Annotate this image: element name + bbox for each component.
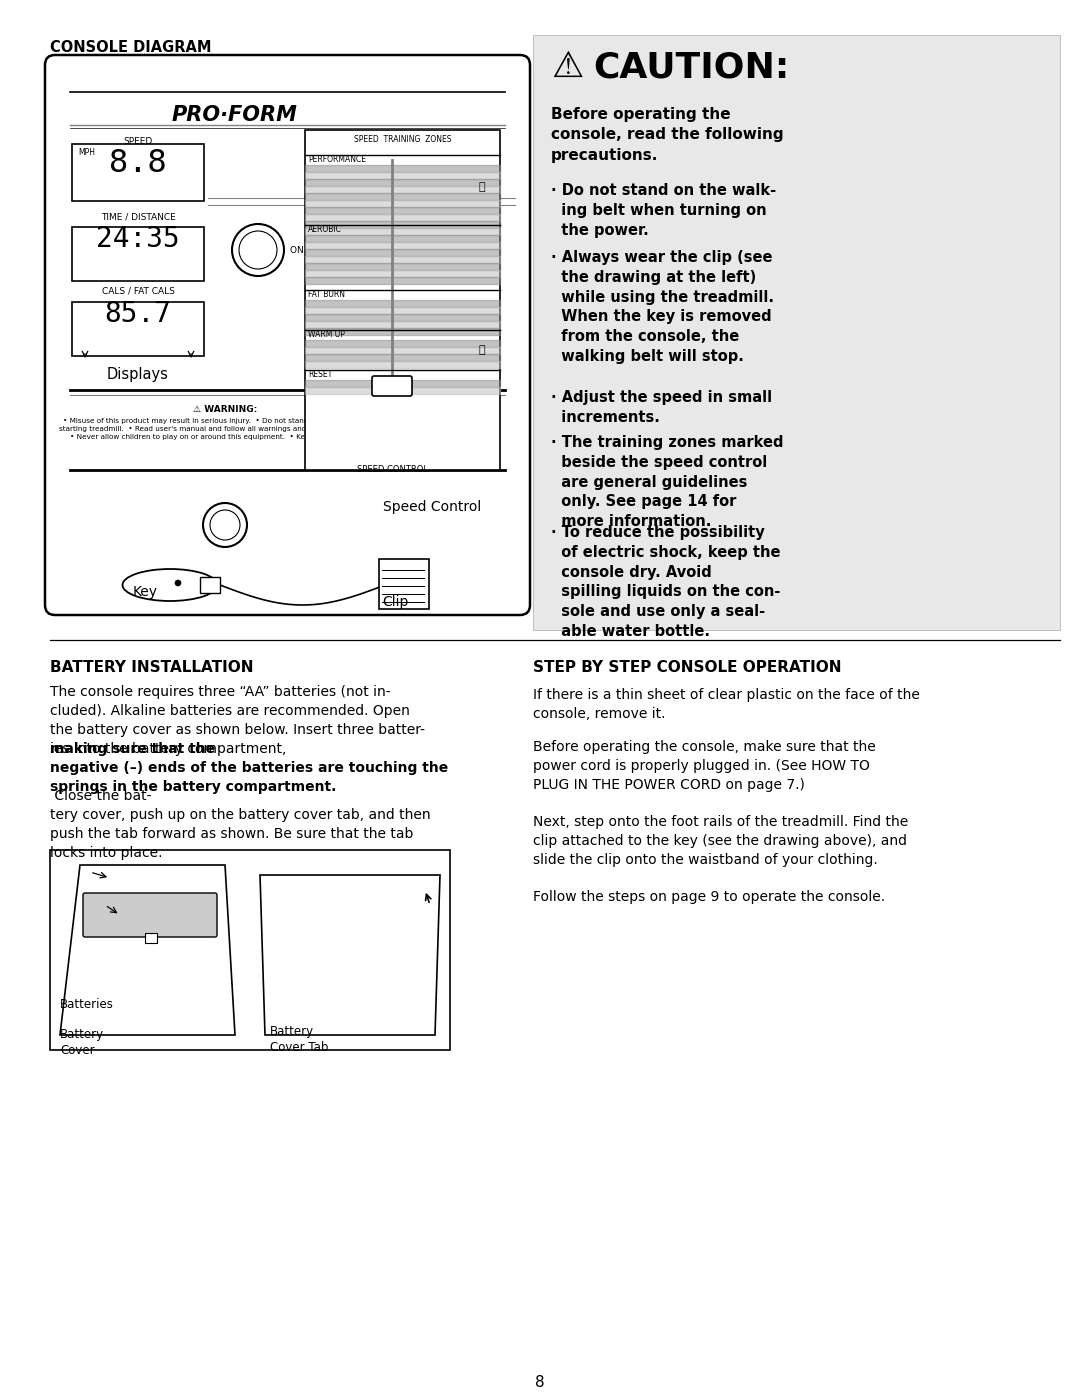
Text: 8.8: 8.8: [109, 148, 167, 179]
FancyBboxPatch shape: [200, 577, 220, 592]
Text: SPEED CONTROL: SPEED CONTROL: [357, 465, 428, 474]
Text: ON / RESET: ON / RESET: [291, 246, 341, 254]
Text: Close the bat-
tery cover, push up on the battery cover tab, and then
push the t: Close the bat- tery cover, push up on th…: [50, 789, 431, 859]
Text: TIME / DISTANCE: TIME / DISTANCE: [100, 212, 175, 222]
Text: ⚠: ⚠: [551, 50, 583, 84]
Text: CALS / FAT CALS: CALS / FAT CALS: [102, 286, 175, 296]
FancyBboxPatch shape: [45, 54, 530, 615]
FancyBboxPatch shape: [50, 849, 450, 1051]
Text: WARM UP: WARM UP: [308, 330, 345, 339]
Text: RESET: RESET: [308, 370, 333, 379]
Text: Batteries: Batteries: [60, 997, 113, 1011]
Text: Battery
Cover: Battery Cover: [60, 1028, 104, 1058]
Text: Battery
Cover Tab: Battery Cover Tab: [270, 1025, 328, 1053]
Text: Key: Key: [133, 585, 158, 599]
Circle shape: [175, 580, 181, 585]
Text: CAUTION:: CAUTION:: [593, 50, 789, 84]
Text: Next, step onto the foot rails of the treadmill. Find the
clip attached to the k: Next, step onto the foot rails of the tr…: [534, 814, 908, 868]
Text: 🐢: 🐢: [478, 182, 485, 191]
Text: Before operating the console, make sure that the
power cord is properly plugged : Before operating the console, make sure …: [534, 740, 876, 792]
FancyBboxPatch shape: [534, 35, 1059, 630]
Text: FAT BURN: FAT BURN: [308, 291, 345, 299]
Text: STEP BY STEP CONSOLE OPERATION: STEP BY STEP CONSOLE OPERATION: [534, 659, 841, 675]
Text: BATTERY INSTALLATION: BATTERY INSTALLATION: [50, 659, 254, 675]
Text: · To reduce the possibility
  of electric shock, keep the
  console dry. Avoid
 : · To reduce the possibility of electric …: [551, 525, 781, 638]
Text: MPH: MPH: [78, 148, 95, 156]
Text: making sure that the
negative (–) ends of the batteries are touching the
springs: making sure that the negative (–) ends o…: [50, 742, 448, 793]
Text: ⚠ WARNING:: ⚠ WARNING:: [193, 405, 257, 414]
Text: SPEED: SPEED: [123, 137, 152, 147]
Text: Speed Control: Speed Control: [383, 500, 482, 514]
Text: PRO·FORM: PRO·FORM: [172, 105, 298, 124]
Text: SPEED  TRAINING  ZONES: SPEED TRAINING ZONES: [354, 136, 451, 144]
Text: 8: 8: [536, 1375, 544, 1390]
Text: 24:35: 24:35: [96, 225, 180, 253]
FancyBboxPatch shape: [72, 226, 204, 281]
FancyBboxPatch shape: [145, 933, 157, 943]
Text: Before operating the
console, read the following
precautions.: Before operating the console, read the f…: [551, 108, 784, 163]
FancyBboxPatch shape: [305, 130, 500, 469]
Text: PERFORMANCE: PERFORMANCE: [308, 155, 366, 163]
FancyBboxPatch shape: [72, 302, 204, 356]
Text: · Always wear the clip (see
  the drawing at the left)
  while using the treadmi: · Always wear the clip (see the drawing …: [551, 250, 774, 365]
Text: If there is a thin sheet of clear plastic on the face of the
console, remove it.: If there is a thin sheet of clear plasti…: [534, 687, 920, 721]
Text: The console requires three “AA” batteries (not in-
cluded). Alkaline batteries a: The console requires three “AA” batterie…: [50, 685, 426, 756]
FancyBboxPatch shape: [372, 376, 411, 395]
Text: Follow the steps on page 9 to operate the console.: Follow the steps on page 9 to operate th…: [534, 890, 886, 904]
Text: • Misuse of this product may result in serious injury.  • Do not stand on walkin: • Misuse of this product may result in s…: [59, 418, 391, 440]
Text: · Adjust the speed in small
  increments.: · Adjust the speed in small increments.: [551, 390, 772, 425]
FancyBboxPatch shape: [72, 144, 204, 201]
Text: · Do not stand on the walk-
  ing belt when turning on
  the power.: · Do not stand on the walk- ing belt whe…: [551, 183, 777, 237]
FancyBboxPatch shape: [379, 559, 429, 609]
Text: AEROBIC: AEROBIC: [308, 225, 342, 235]
Text: 🐢: 🐢: [478, 345, 485, 355]
Text: Clip: Clip: [382, 595, 408, 609]
Text: 85.7: 85.7: [105, 300, 172, 328]
Text: CONSOLE DIAGRAM: CONSOLE DIAGRAM: [50, 41, 212, 54]
Text: Displays: Displays: [107, 367, 168, 381]
FancyBboxPatch shape: [83, 893, 217, 937]
Text: · The training zones marked
  beside the speed control
  are general guidelines
: · The training zones marked beside the s…: [551, 434, 783, 529]
